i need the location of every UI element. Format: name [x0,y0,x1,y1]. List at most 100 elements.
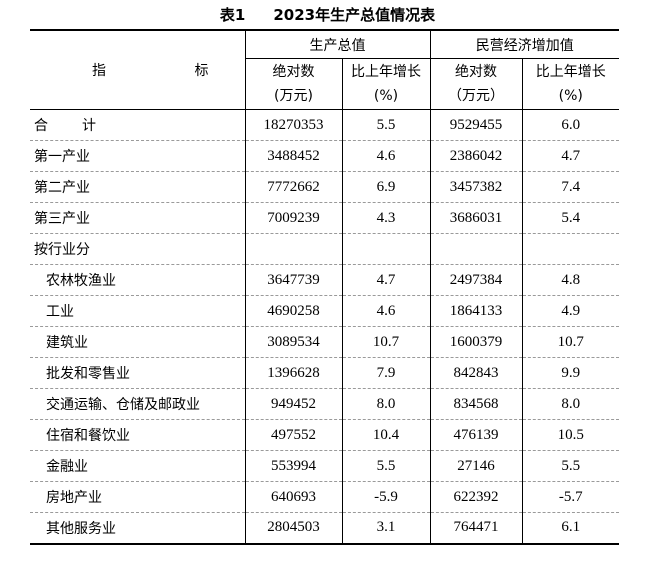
private-abs-cell: 476139 [429,419,522,451]
private-growth-cell: 5.4 [521,202,619,234]
private-abs-cell: 2386042 [429,140,522,172]
table-row: 建筑业 3089534 10.7 1600379 10.7 [30,326,619,358]
private-abs-cell: 1864133 [429,295,522,327]
row-name: 第一产业 [30,140,245,172]
table-row: 房地产业 640693 -5.9 622392 -5.7 [30,481,619,513]
total-private-abs: 9529455 [429,109,522,141]
gdp-abs-cell: 949452 [244,388,342,420]
table-row: 按行业分 [30,233,619,265]
gdp-growth-label: 比上年增长 [351,64,421,80]
gdp-growth-cell: 7.9 [341,357,430,389]
gdp-abs-cell: 3647739 [244,264,342,296]
private-abs-cell: 1600379 [429,326,522,358]
private-growth-cell: 9.9 [521,357,619,389]
gdp-abs-cell: 3089534 [244,326,342,358]
gdp-growth-cell: 10.4 [341,419,430,451]
private-growth-header: 比上年增长 (%) [521,58,619,110]
gdp-growth-cell: 4.3 [341,202,430,234]
gdp-abs-header: 绝对数 (万元) [244,58,342,110]
row-name-total: 合 计 [30,109,245,141]
row-name: 批发和零售业 [30,357,245,389]
total-gdp-growth: 5.5 [341,109,430,141]
private-growth-label: 比上年增长 [535,64,606,80]
private-abs-cell: 3686031 [429,202,522,234]
table-number: 表1 [219,6,246,24]
private-group-header: 民营经济增加值 [429,29,619,59]
private-growth-cell: 10.7 [521,326,619,358]
row-name: 房地产业 [30,481,245,513]
total-gdp-abs: 18270353 [244,109,342,141]
private-abs-cell: 842843 [429,357,522,389]
gdp-abs-cell: 2804503 [244,512,342,545]
table-title: 表1 2023年生产总值情况表 [0,4,655,26]
private-growth-cell: 4.7 [521,140,619,172]
table-row: 工业 4690258 4.6 1864133 4.9 [30,295,619,327]
private-abs-header: 绝对数 （万元） [429,58,522,110]
total-label-char1: 合 [34,118,48,134]
gdp-growth-cell: 4.6 [341,140,430,172]
gdp-abs-label: 绝对数 [272,64,315,80]
row-name: 第三产业 [30,202,245,234]
private-abs-label: 绝对数 [455,64,497,80]
indicator-header: 指 标 [30,29,245,110]
gdp-abs-cell: 640693 [244,481,342,513]
gdp-abs-cell: 3488452 [244,140,342,172]
table-row-total: 合 计 18270353 5.5 9529455 6.0 [30,109,619,141]
private-abs-cell: 622392 [429,481,522,513]
private-growth-cell: 7.4 [521,171,619,203]
table-row: 金融业 553994 5.5 27146 5.5 [30,450,619,482]
gdp-abs-cell: 553994 [244,450,342,482]
indicator-header-char2: 标 [194,63,209,79]
gdp-growth-unit: (%) [373,88,399,104]
table-row: 第二产业 7772662 6.9 3457382 7.4 [30,171,619,203]
row-name: 住宿和餐饮业 [30,419,245,451]
gdp-abs-cell: 1396628 [244,357,342,389]
total-private-growth: 6.0 [521,109,619,141]
row-name: 工业 [30,295,245,327]
gdp-abs-cell: 497552 [244,419,342,451]
gdp-abs-cell: 7009239 [244,202,342,234]
row-name: 其他服务业 [30,512,245,545]
table-row: 批发和零售业 1396628 7.9 842843 9.9 [30,357,619,389]
private-growth-cell: 4.8 [521,264,619,296]
gdp-table: 指 标 生产总值 民营经济增加值 绝对数 (万元) 比上年增长 (%) 绝对数 … [30,29,619,545]
indicator-header-char1: 指 [92,63,106,79]
gdp-growth-cell: 8.0 [341,388,430,420]
row-name: 金融业 [30,450,245,482]
gdp-growth-cell [341,233,430,265]
private-abs-cell: 834568 [429,388,522,420]
row-name: 按行业分 [30,233,245,265]
gdp-growth-cell: -5.9 [341,481,430,513]
gdp-growth-header: 比上年增长 (%) [341,58,430,110]
private-growth-cell: 10.5 [521,419,619,451]
gdp-growth-cell: 3.1 [341,512,430,545]
private-abs-cell: 2497384 [429,264,522,296]
table-row: 住宿和餐饮业 497552 10.4 476139 10.5 [30,419,619,451]
row-name: 农林牧渔业 [30,264,245,296]
private-abs-cell: 27146 [429,450,522,482]
table-row: 农林牧渔业 3647739 4.7 2497384 4.8 [30,264,619,296]
private-growth-cell: 4.9 [521,295,619,327]
gdp-growth-cell: 4.6 [341,295,430,327]
gdp-abs-cell [244,233,342,265]
private-growth-cell: 6.1 [521,512,619,545]
private-abs-cell: 764471 [429,512,522,545]
private-growth-cell: -5.7 [521,481,619,513]
private-growth-cell [521,233,619,265]
private-abs-cell: 3457382 [429,171,522,203]
gdp-group-header: 生产总值 [244,29,430,59]
total-label-char2: 计 [82,118,96,134]
gdp-abs-unit: (万元) [274,88,313,104]
private-abs-cell [429,233,522,265]
private-growth-unit: (%) [558,88,583,104]
gdp-abs-cell: 7772662 [244,171,342,203]
gdp-growth-cell: 10.7 [341,326,430,358]
private-growth-cell: 5.5 [521,450,619,482]
row-name: 交通运输、仓储及邮政业 [30,388,245,420]
table-row: 交通运输、仓储及邮政业 949452 8.0 834568 8.0 [30,388,619,420]
gdp-growth-cell: 6.9 [341,171,430,203]
table-row: 第一产业 3488452 4.6 2386042 4.7 [30,140,619,172]
table-row: 第三产业 7009239 4.3 3686031 5.4 [30,202,619,234]
row-name: 建筑业 [30,326,245,358]
table-title-text: 2023年生产总值情况表 [273,6,436,24]
